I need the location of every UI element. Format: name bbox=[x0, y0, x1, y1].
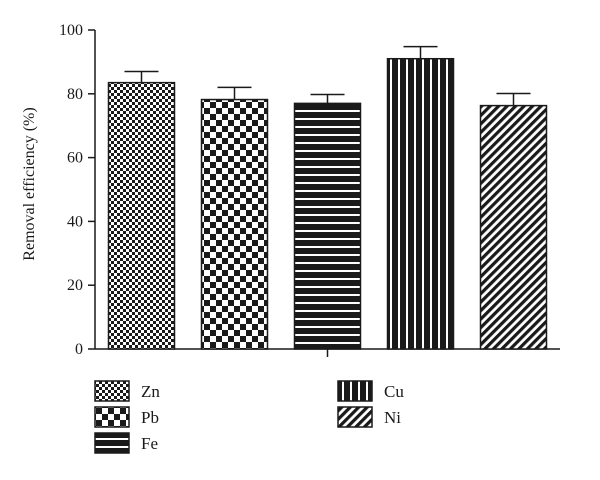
y-tick-label: 20 bbox=[67, 277, 83, 294]
bar-zn bbox=[107, 81, 176, 350]
legend-swatch-cu bbox=[337, 380, 373, 402]
legend-swatch-zn bbox=[94, 380, 130, 402]
y-tick-label: 60 bbox=[67, 150, 83, 167]
y-tick-label: 100 bbox=[59, 22, 83, 39]
y-tick-label: 40 bbox=[67, 213, 83, 230]
y-tick-label: 0 bbox=[75, 341, 83, 358]
legend-swatch-ni bbox=[337, 406, 373, 428]
legend-swatch-fe bbox=[94, 432, 130, 454]
chart-legend: Zn Pb Fe Cu Ni bbox=[94, 380, 404, 454]
y-tick-label: 80 bbox=[67, 86, 83, 103]
legend-label-zn: Zn bbox=[141, 382, 160, 401]
legend-swatch-pb bbox=[94, 406, 130, 428]
bar-ni bbox=[479, 104, 548, 350]
bar-fe bbox=[293, 102, 362, 350]
chart-error-bars bbox=[124, 45, 531, 106]
bar-pb bbox=[200, 98, 269, 350]
bar-cu bbox=[386, 57, 455, 350]
legend-label-ni: Ni bbox=[384, 408, 401, 427]
legend-label-pb: Pb bbox=[141, 408, 159, 427]
y-axis-title: Removal efficiency (%) bbox=[21, 107, 38, 260]
legend-label-fe: Fe bbox=[141, 434, 158, 453]
legend-label-cu: Cu bbox=[384, 382, 404, 401]
